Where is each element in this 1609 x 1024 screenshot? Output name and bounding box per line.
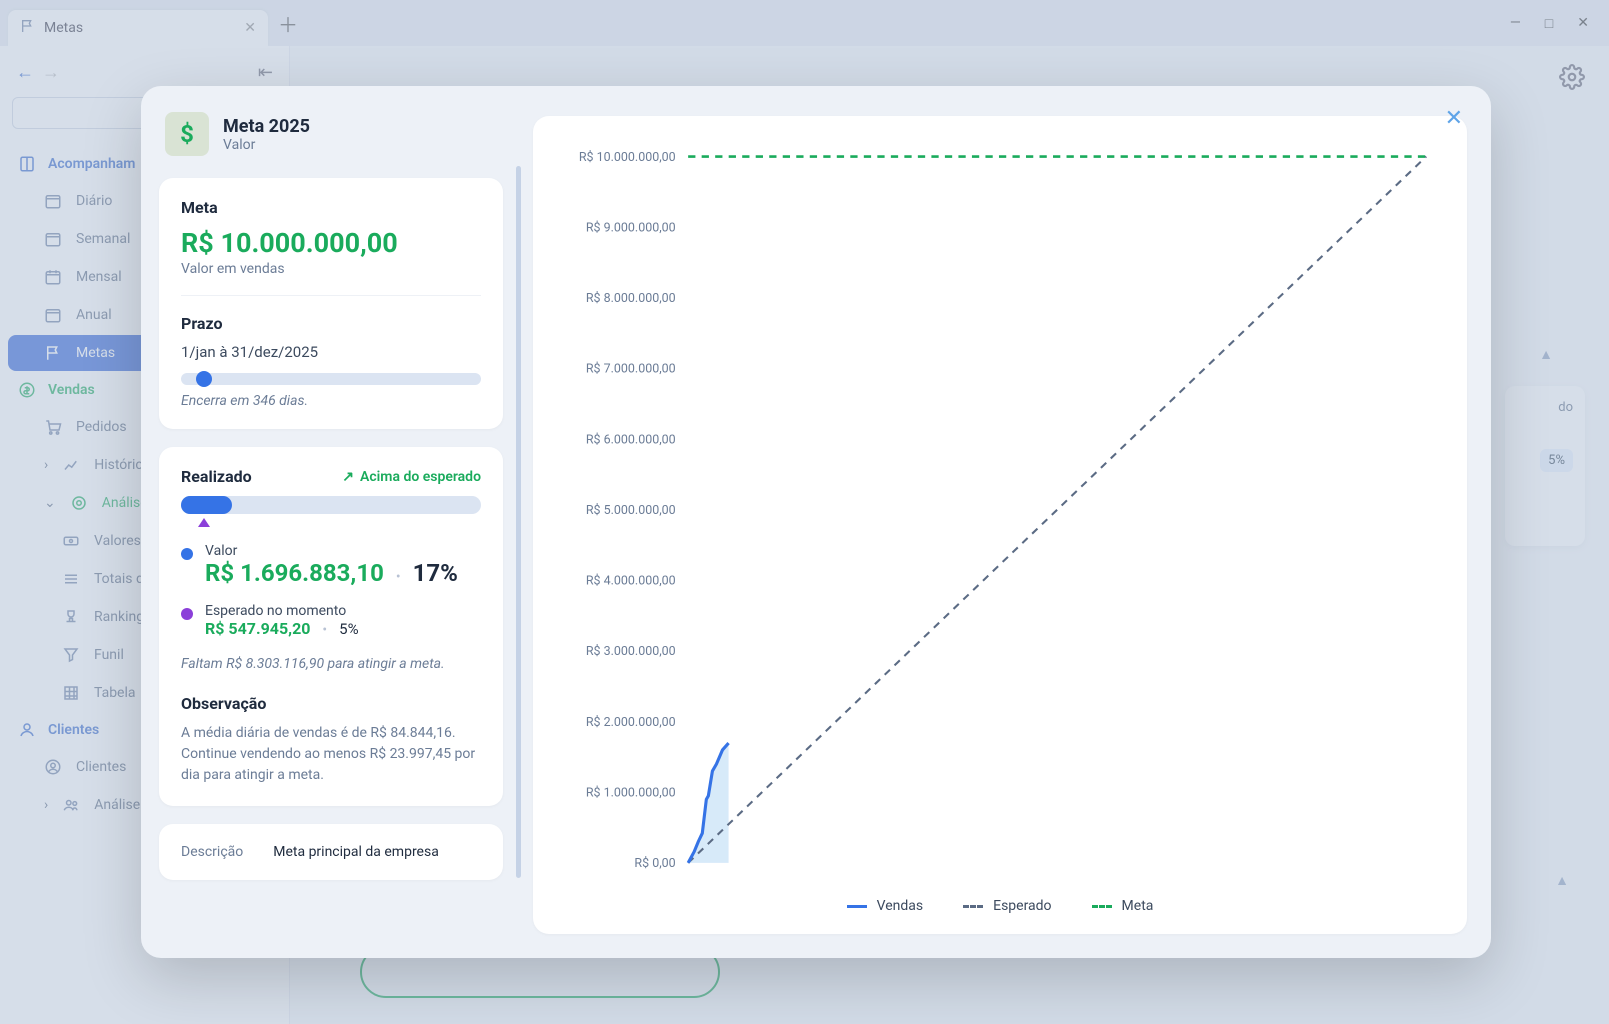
- realizado-progress: [181, 496, 481, 514]
- svg-text:R$ 1.000.000,00: R$ 1.000.000,00: [586, 785, 676, 800]
- svg-text:R$ 2.000.000,00: R$ 2.000.000,00: [586, 715, 676, 730]
- esperado-dot-icon: [181, 608, 193, 620]
- expected-marker-icon: [198, 518, 210, 527]
- obs-heading: Observação: [181, 694, 481, 713]
- svg-text:R$ 10.000.000,00: R$ 10.000.000,00: [579, 150, 676, 165]
- dollar-icon: $: [165, 112, 209, 156]
- legend-label: Meta: [1122, 898, 1154, 914]
- goal-chart: R$ 0,00 R$ 1.000.000,00 R$ 2.000.000,00 R$ …: [553, 146, 1447, 884]
- esperado-pct: 5%: [339, 620, 358, 638]
- valor-row: Valor R$ 1.696.883,10 • 17%: [181, 543, 481, 587]
- esperado-amount: R$ 547.945,20: [205, 619, 310, 638]
- svg-text:R$ 5.000.000,00: R$ 5.000.000,00: [586, 503, 676, 518]
- legend-label: Esperado: [993, 898, 1051, 914]
- legend-item-vendas[interactable]: Vendas: [847, 898, 924, 914]
- svg-text:R$ 4.000.000,00: R$ 4.000.000,00: [586, 574, 676, 589]
- svg-text:R$ 6.000.000,00: R$ 6.000.000,00: [586, 432, 676, 447]
- desc-label: Descrição: [181, 844, 243, 860]
- faltam-note: Faltam R$ 8.303.116,90 para atingir a me…: [181, 656, 481, 672]
- goal-detail-modal: ✕ $ Meta 2025 Valor Meta R$ 10.000.000,0…: [141, 86, 1491, 958]
- legend-label: Vendas: [877, 898, 924, 914]
- modal-left-panel: $ Meta 2025 Valor Meta R$ 10.000.000,00 …: [141, 86, 521, 958]
- legend-item-meta[interactable]: Meta: [1092, 898, 1154, 914]
- desc-value: Meta principal da empresa: [273, 844, 439, 860]
- chart-legend: Vendas Esperado Meta: [553, 884, 1447, 914]
- valor-label: Valor: [205, 543, 481, 559]
- modal-subtitle: Valor: [223, 137, 310, 153]
- modal-title: Meta 2025: [223, 116, 310, 137]
- svg-text:R$ 0,00: R$ 0,00: [634, 856, 675, 871]
- legend-swatch-icon: [847, 905, 867, 908]
- esperado-label: Esperado no momento: [205, 603, 481, 619]
- prazo-note: Encerra em 346 dias.: [181, 393, 481, 409]
- meta-card: Meta R$ 10.000.000,00 Valor em vendas Pr…: [159, 178, 503, 429]
- svg-text:R$ 8.000.000,00: R$ 8.000.000,00: [586, 291, 676, 306]
- modal-header: $ Meta 2025 Valor: [159, 108, 503, 160]
- arrow-up-right-icon: ↗: [342, 469, 354, 485]
- status-above-expected: ↗ Acima do esperado: [342, 469, 481, 485]
- meta-heading: Meta: [181, 198, 481, 217]
- modal-close-button[interactable]: ✕: [1445, 106, 1463, 131]
- prazo-heading: Prazo: [181, 314, 481, 333]
- valor-pct: 17%: [413, 559, 458, 587]
- obs-text: A média diária de vendas é de R$ 84.844,…: [181, 723, 481, 786]
- legend-item-esperado[interactable]: Esperado: [963, 898, 1051, 914]
- descricao-card: Descrição Meta principal da empresa: [159, 824, 503, 880]
- modal-right-panel: R$ 0,00 R$ 1.000.000,00 R$ 2.000.000,00 R$ …: [521, 86, 1491, 958]
- realizado-progress-fill: [181, 496, 232, 514]
- prazo-progress-thumb: [196, 371, 212, 387]
- realizado-heading: Realizado: [181, 467, 252, 486]
- legend-swatch-icon: [963, 905, 983, 908]
- chart-card: R$ 0,00 R$ 1.000.000,00 R$ 2.000.000,00 R$ …: [533, 116, 1467, 934]
- meta-value: R$ 10.000.000,00: [181, 227, 481, 259]
- valor-dot-icon: [181, 548, 193, 560]
- svg-text:R$ 9.000.000,00: R$ 9.000.000,00: [586, 220, 676, 235]
- meta-value-caption: Valor em vendas: [181, 261, 481, 277]
- prazo-progress: [181, 373, 481, 385]
- prazo-range: 1/jan à 31/dez/2025: [181, 343, 481, 361]
- esperado-row: Esperado no momento R$ 547.945,20 • 5%: [181, 603, 481, 638]
- svg-text:R$ 7.000.000,00: R$ 7.000.000,00: [586, 362, 676, 377]
- realizado-card: Realizado ↗ Acima do esperado Valor R$ 1…: [159, 447, 503, 806]
- legend-swatch-icon: [1092, 905, 1112, 908]
- valor-amount: R$ 1.696.883,10: [205, 559, 384, 587]
- svg-text:R$ 3.000.000,00: R$ 3.000.000,00: [586, 644, 676, 659]
